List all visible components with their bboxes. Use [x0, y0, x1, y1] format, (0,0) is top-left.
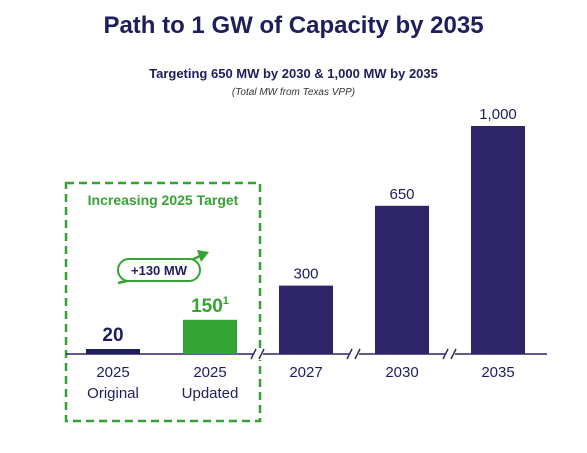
highlight-box — [64, 181, 262, 423]
footnote-marker: 1 — [223, 295, 229, 307]
category-label: 2035 — [481, 364, 514, 381]
axis-break-mark — [442, 348, 449, 360]
category-label: 2027 — [289, 364, 322, 381]
bar-value-label: 1,000 — [479, 106, 517, 123]
axis-break-mark — [250, 348, 257, 360]
increase-badge — [117, 258, 201, 282]
axis-break-gap — [253, 348, 263, 360]
axis-break-mark — [450, 348, 457, 360]
increase-badge-text: +130 MW — [131, 263, 188, 278]
bar — [86, 349, 140, 354]
bar — [375, 205, 429, 354]
axis-break-mark — [258, 348, 265, 360]
growth-arrow-head — [197, 250, 209, 262]
highlight-box-label: Increasing 2025 Target — [88, 192, 239, 208]
category-label: 2025 — [96, 364, 129, 381]
category-label-line2: Original — [87, 385, 139, 402]
bar — [279, 285, 333, 354]
bar-value-label: 650 — [389, 186, 414, 203]
bar — [471, 126, 525, 354]
chart-note: (Total MW from Texas VPP) — [231, 87, 356, 98]
bar-value-label: 300 — [293, 266, 318, 283]
chart-subtitle: Targeting 650 MW by 2030 & 1,000 MW by 2… — [149, 66, 438, 81]
bar-value-label: 20 — [102, 325, 123, 346]
chart-title: Path to 1 GW of Capacity by 2035 — [103, 12, 484, 39]
category-label-line2: Updated — [182, 385, 239, 402]
axis-break-gap — [349, 348, 359, 360]
axis-break-mark — [354, 348, 361, 360]
bar-value-label: 1501 — [191, 295, 229, 317]
bar — [183, 319, 237, 354]
category-label: 2030 — [385, 364, 418, 381]
category-label: 2025 — [193, 364, 226, 381]
axis-break-gap — [445, 348, 455, 360]
axis-break-mark — [346, 348, 353, 360]
